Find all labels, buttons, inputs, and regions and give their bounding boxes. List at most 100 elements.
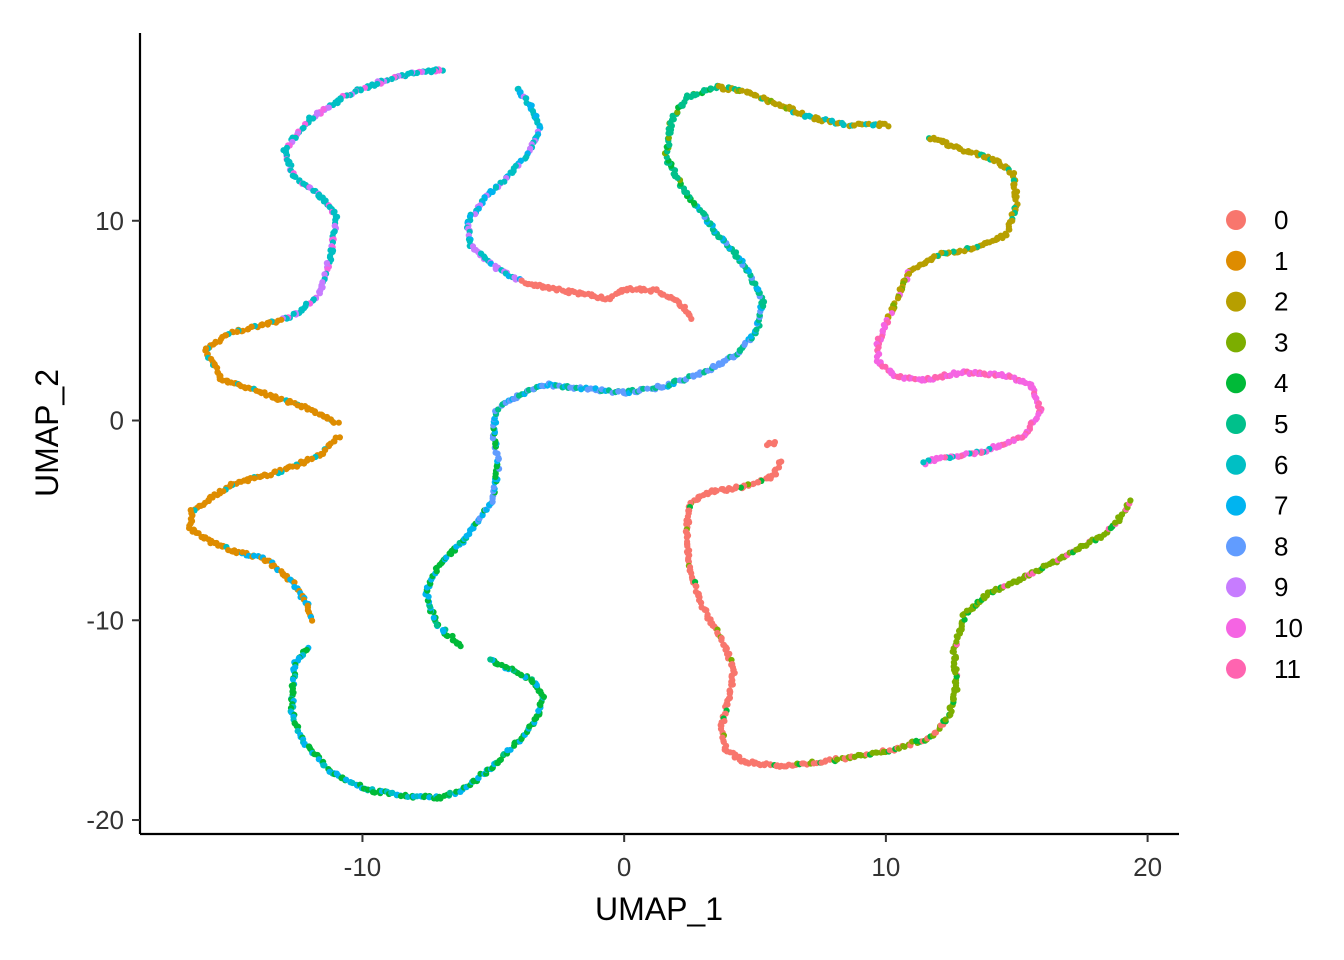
data-point-cluster-0: [683, 534, 691, 541]
data-point-cluster-0: [763, 475, 770, 482]
data-point-cluster-0: [697, 599, 705, 606]
legend-label: 11: [1274, 654, 1301, 684]
data-point-cluster-2: [720, 86, 727, 93]
data-point-cluster-1: [309, 617, 316, 624]
x-tick-label: -10: [344, 852, 382, 882]
data-point-cluster-3: [674, 109, 681, 116]
data-point-cluster-7: [439, 627, 447, 634]
data-point-cluster-8: [615, 388, 622, 395]
data-point-cluster-0: [692, 582, 699, 590]
legend-swatch-8: [1226, 536, 1246, 557]
data-point-cluster-4: [528, 677, 535, 684]
data-point-cluster-5: [495, 406, 502, 413]
data-point-cluster-3: [665, 134, 672, 142]
data-point-cluster-6: [321, 762, 328, 769]
legend-swatch-2: [1226, 291, 1246, 312]
data-point-cluster-2: [1010, 184, 1017, 191]
data-point-cluster-1: [282, 465, 289, 472]
data-point-cluster-0: [932, 729, 940, 736]
y-tick-label: -20: [86, 805, 124, 835]
data-point-cluster-0: [688, 315, 695, 322]
data-point-cluster-6: [840, 121, 847, 129]
y-tick-label: -10: [86, 605, 124, 635]
data-point-cluster-8: [492, 449, 499, 456]
x-axis-title: UMAP_1: [595, 891, 723, 927]
data-point-cluster-5: [708, 85, 715, 92]
data-point-cluster-8: [660, 384, 667, 391]
data-point-cluster-2: [753, 92, 760, 99]
legend-swatch-0: [1226, 210, 1246, 230]
data-point-cluster-4: [737, 484, 745, 491]
x-axis-ticks: -10 0 10 20: [344, 834, 1162, 882]
legend-swatch-5: [1226, 414, 1246, 434]
data-point-cluster-2: [885, 123, 892, 130]
data-point-cluster-1: [264, 319, 271, 327]
legend-label: 9: [1274, 572, 1288, 602]
data-point-cluster-5: [950, 248, 957, 255]
data-point-cluster-4: [371, 789, 378, 796]
data-point-cluster-3: [1127, 497, 1134, 504]
data-point-cluster-0: [642, 287, 649, 294]
data-point-cluster-6: [290, 310, 297, 317]
data-point-cluster-1: [244, 326, 251, 333]
data-point-cluster-10: [954, 453, 961, 460]
y-tick-label: 0: [110, 406, 124, 436]
data-point-cluster-11: [874, 335, 882, 342]
legend-label: 3: [1274, 327, 1288, 357]
data-point-cluster-7: [289, 676, 297, 683]
data-point-cluster-0: [771, 439, 779, 446]
data-point-cluster-9: [472, 211, 479, 218]
data-point-cluster-0: [718, 486, 725, 493]
data-point-cluster-2: [1008, 211, 1015, 218]
data-point-cluster-1: [278, 395, 285, 402]
data-point-cluster-3: [952, 653, 959, 660]
data-point-cluster-1: [335, 419, 342, 426]
legend-label: 0: [1274, 205, 1288, 235]
data-point-cluster-7: [578, 386, 585, 393]
data-point-cluster-1: [291, 579, 298, 586]
legend-label: 5: [1274, 409, 1288, 439]
data-point-cluster-0: [826, 756, 833, 763]
data-point-cluster-8: [644, 385, 651, 392]
legend-label: 4: [1274, 368, 1288, 398]
data-point-cluster-8: [490, 484, 497, 491]
data-point-cluster-2: [961, 248, 968, 255]
legend-swatch-1: [1226, 250, 1246, 271]
x-tick-label: 20: [1133, 852, 1162, 882]
data-point-cluster-1: [330, 419, 337, 426]
data-point-cluster-7: [430, 614, 437, 621]
data-point-cluster-2: [1006, 226, 1013, 233]
y-tick-label: 10: [95, 206, 124, 236]
data-point-cluster-6: [292, 173, 299, 180]
legend-swatch-4: [1226, 373, 1246, 394]
y-axis-ticks: -20 -10 0 10: [86, 206, 140, 835]
data-point-cluster-6: [492, 184, 499, 191]
data-point-cluster-0: [886, 747, 893, 754]
legend-label: 1: [1274, 246, 1288, 276]
x-tick-label: 10: [871, 852, 900, 882]
data-point-cluster-2: [968, 149, 975, 156]
data-point-cluster-7: [479, 512, 486, 519]
data-point-cluster-7: [507, 746, 514, 753]
data-point-cluster-5: [446, 789, 454, 796]
data-point-cluster-0: [718, 637, 725, 644]
legend-label: 7: [1274, 491, 1288, 521]
data-point-cluster-2: [894, 295, 902, 302]
data-point-cluster-5: [693, 91, 701, 98]
legend-swatch-9: [1226, 577, 1246, 598]
legend-swatch-6: [1226, 454, 1246, 475]
data-point-cluster-10: [1010, 437, 1018, 444]
data-point-cluster-6: [522, 95, 529, 102]
data-point-cluster-5: [672, 377, 679, 384]
data-point-cluster-5: [487, 656, 494, 663]
data-point-cluster-9: [316, 290, 323, 297]
data-point-cluster-4: [449, 632, 456, 640]
x-tick-label: 0: [617, 852, 631, 882]
data-point-cluster-7: [426, 794, 433, 801]
data-point-cluster-3: [942, 716, 949, 723]
data-points: [186, 66, 1134, 802]
legend-label: 8: [1274, 531, 1288, 561]
legend-swatch-3: [1226, 332, 1246, 353]
data-point-cluster-0: [731, 754, 738, 761]
